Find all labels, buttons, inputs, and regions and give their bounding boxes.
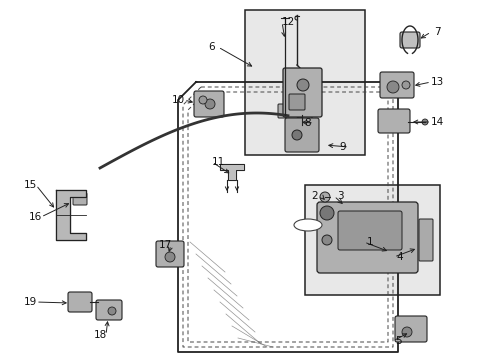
FancyBboxPatch shape bbox=[337, 211, 401, 250]
Text: 13: 13 bbox=[429, 77, 443, 87]
Circle shape bbox=[164, 252, 175, 262]
FancyBboxPatch shape bbox=[285, 118, 318, 152]
Text: 5: 5 bbox=[395, 336, 402, 346]
Text: 12: 12 bbox=[281, 17, 294, 27]
FancyBboxPatch shape bbox=[73, 193, 87, 205]
Text: 17: 17 bbox=[158, 240, 171, 250]
FancyBboxPatch shape bbox=[379, 72, 413, 98]
Text: 3: 3 bbox=[336, 191, 343, 201]
FancyBboxPatch shape bbox=[283, 68, 321, 117]
Text: 6: 6 bbox=[208, 42, 215, 52]
Text: 19: 19 bbox=[23, 297, 37, 307]
Text: 14: 14 bbox=[429, 117, 443, 127]
Bar bbox=[244, 10, 364, 155]
Text: 4: 4 bbox=[396, 252, 403, 262]
Circle shape bbox=[319, 192, 329, 202]
FancyBboxPatch shape bbox=[399, 32, 419, 48]
Circle shape bbox=[386, 81, 398, 93]
Circle shape bbox=[204, 99, 215, 109]
FancyBboxPatch shape bbox=[96, 300, 122, 320]
Text: 9: 9 bbox=[339, 142, 346, 152]
Text: 1: 1 bbox=[366, 237, 372, 247]
Bar bbox=[305, 185, 439, 295]
Circle shape bbox=[199, 96, 206, 104]
Text: 16: 16 bbox=[28, 212, 41, 222]
Text: 8: 8 bbox=[304, 118, 311, 128]
Circle shape bbox=[321, 235, 331, 245]
Text: 7: 7 bbox=[433, 27, 439, 37]
FancyBboxPatch shape bbox=[156, 241, 183, 267]
Text: 2: 2 bbox=[311, 191, 318, 201]
FancyBboxPatch shape bbox=[288, 94, 305, 110]
FancyBboxPatch shape bbox=[418, 219, 432, 261]
FancyBboxPatch shape bbox=[285, 106, 311, 138]
Text: 15: 15 bbox=[23, 180, 37, 190]
Text: 11: 11 bbox=[211, 157, 224, 167]
FancyBboxPatch shape bbox=[194, 91, 224, 117]
Polygon shape bbox=[220, 164, 244, 180]
Circle shape bbox=[421, 119, 427, 125]
Circle shape bbox=[291, 130, 302, 140]
FancyBboxPatch shape bbox=[377, 109, 409, 133]
Text: 18: 18 bbox=[93, 330, 106, 340]
Circle shape bbox=[296, 79, 308, 91]
Circle shape bbox=[294, 117, 305, 127]
Circle shape bbox=[401, 327, 411, 337]
Polygon shape bbox=[56, 190, 86, 240]
FancyBboxPatch shape bbox=[316, 202, 417, 273]
FancyBboxPatch shape bbox=[68, 292, 92, 312]
Circle shape bbox=[319, 206, 333, 220]
Circle shape bbox=[108, 307, 116, 315]
Text: 10: 10 bbox=[171, 95, 184, 105]
FancyBboxPatch shape bbox=[278, 104, 291, 118]
Circle shape bbox=[401, 81, 409, 89]
FancyBboxPatch shape bbox=[394, 316, 426, 342]
Ellipse shape bbox=[293, 219, 321, 231]
